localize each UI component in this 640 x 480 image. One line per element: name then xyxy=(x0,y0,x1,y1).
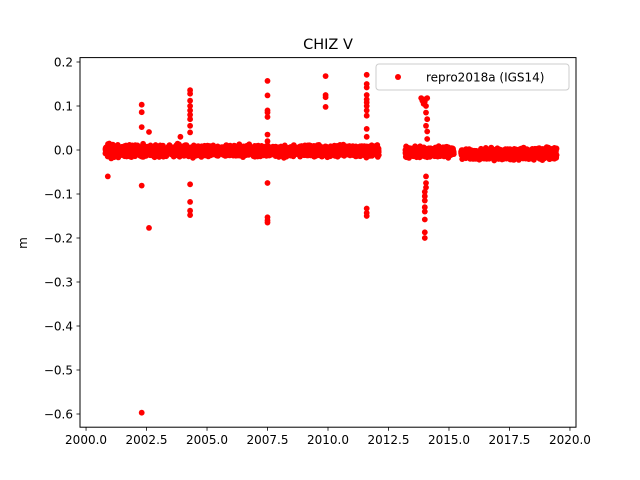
data-point xyxy=(553,145,560,152)
x-tick-label: 2012.5 xyxy=(367,433,409,447)
data-point xyxy=(138,109,145,116)
data-point xyxy=(423,109,429,116)
data-point xyxy=(424,128,431,135)
data-point xyxy=(363,71,370,78)
x-tick-label: 2020.0 xyxy=(549,433,591,447)
data-point xyxy=(423,103,429,109)
data-point xyxy=(187,199,194,205)
data-point xyxy=(187,97,194,104)
y-tick-label: 0.2 xyxy=(54,55,73,69)
chart-title: CHIZ V xyxy=(303,37,353,53)
y-axis-label: m xyxy=(16,237,30,249)
data-point xyxy=(363,107,370,114)
data-point xyxy=(187,122,194,129)
plot-points xyxy=(102,71,560,416)
data-point xyxy=(363,112,370,119)
data-point xyxy=(138,409,145,416)
data-point xyxy=(424,136,431,142)
data-point xyxy=(104,173,111,180)
data-point xyxy=(187,90,194,97)
data-point xyxy=(264,219,271,226)
data-point xyxy=(264,114,271,120)
data-point xyxy=(363,84,370,91)
data-point xyxy=(424,116,431,123)
data-point xyxy=(424,95,431,101)
data-point xyxy=(421,216,428,223)
data-point xyxy=(421,229,428,236)
legend-marker xyxy=(395,74,401,80)
y-tick-label: 0.1 xyxy=(54,99,73,113)
data-point xyxy=(138,124,145,130)
x-tick-label: 2000.0 xyxy=(65,433,107,447)
x-tick-label: 2005.0 xyxy=(186,433,228,447)
data-point xyxy=(187,212,194,219)
data-point xyxy=(187,116,194,123)
legend-label: repro2018a (IGS14) xyxy=(426,71,544,85)
data-point xyxy=(322,104,329,110)
data-point xyxy=(421,208,428,215)
data-point xyxy=(375,152,382,159)
data-point xyxy=(264,180,271,186)
data-point xyxy=(138,182,145,189)
data-point xyxy=(187,129,194,136)
y-tick-label: −0.3 xyxy=(44,275,73,289)
x-tick-label: 2002.5 xyxy=(126,433,168,447)
x-tick-label: 2017.5 xyxy=(488,433,530,447)
data-point xyxy=(553,152,560,159)
data-point xyxy=(322,94,329,101)
data-point xyxy=(146,225,152,231)
x-tick-label: 2007.5 xyxy=(247,433,289,447)
y-tick-label: −0.1 xyxy=(44,187,73,201)
data-point xyxy=(138,101,145,108)
x-tick-label: 2010.0 xyxy=(307,433,349,447)
y-tick-label: −0.5 xyxy=(44,363,73,377)
data-point xyxy=(264,78,271,84)
data-point xyxy=(264,131,271,138)
y-tick-label: −0.4 xyxy=(44,319,73,333)
data-point xyxy=(363,125,370,132)
data-point xyxy=(423,122,429,129)
x-tick-label: 2015.0 xyxy=(428,433,470,447)
y-tick-label: −0.6 xyxy=(44,407,73,421)
data-point xyxy=(450,151,457,158)
data-point xyxy=(187,181,194,188)
data-point xyxy=(421,235,428,241)
data-point xyxy=(146,129,152,135)
legend: repro2018a (IGS14) xyxy=(375,63,570,91)
data-point xyxy=(177,133,184,140)
data-point xyxy=(264,138,271,145)
data-point xyxy=(363,213,370,219)
data-point xyxy=(322,73,329,79)
y-tick-label: 0.0 xyxy=(54,143,73,157)
data-point xyxy=(421,197,428,204)
y-tick-label: −0.2 xyxy=(44,231,73,245)
data-point xyxy=(264,92,271,99)
data-point xyxy=(423,173,429,180)
data-point xyxy=(363,133,370,140)
